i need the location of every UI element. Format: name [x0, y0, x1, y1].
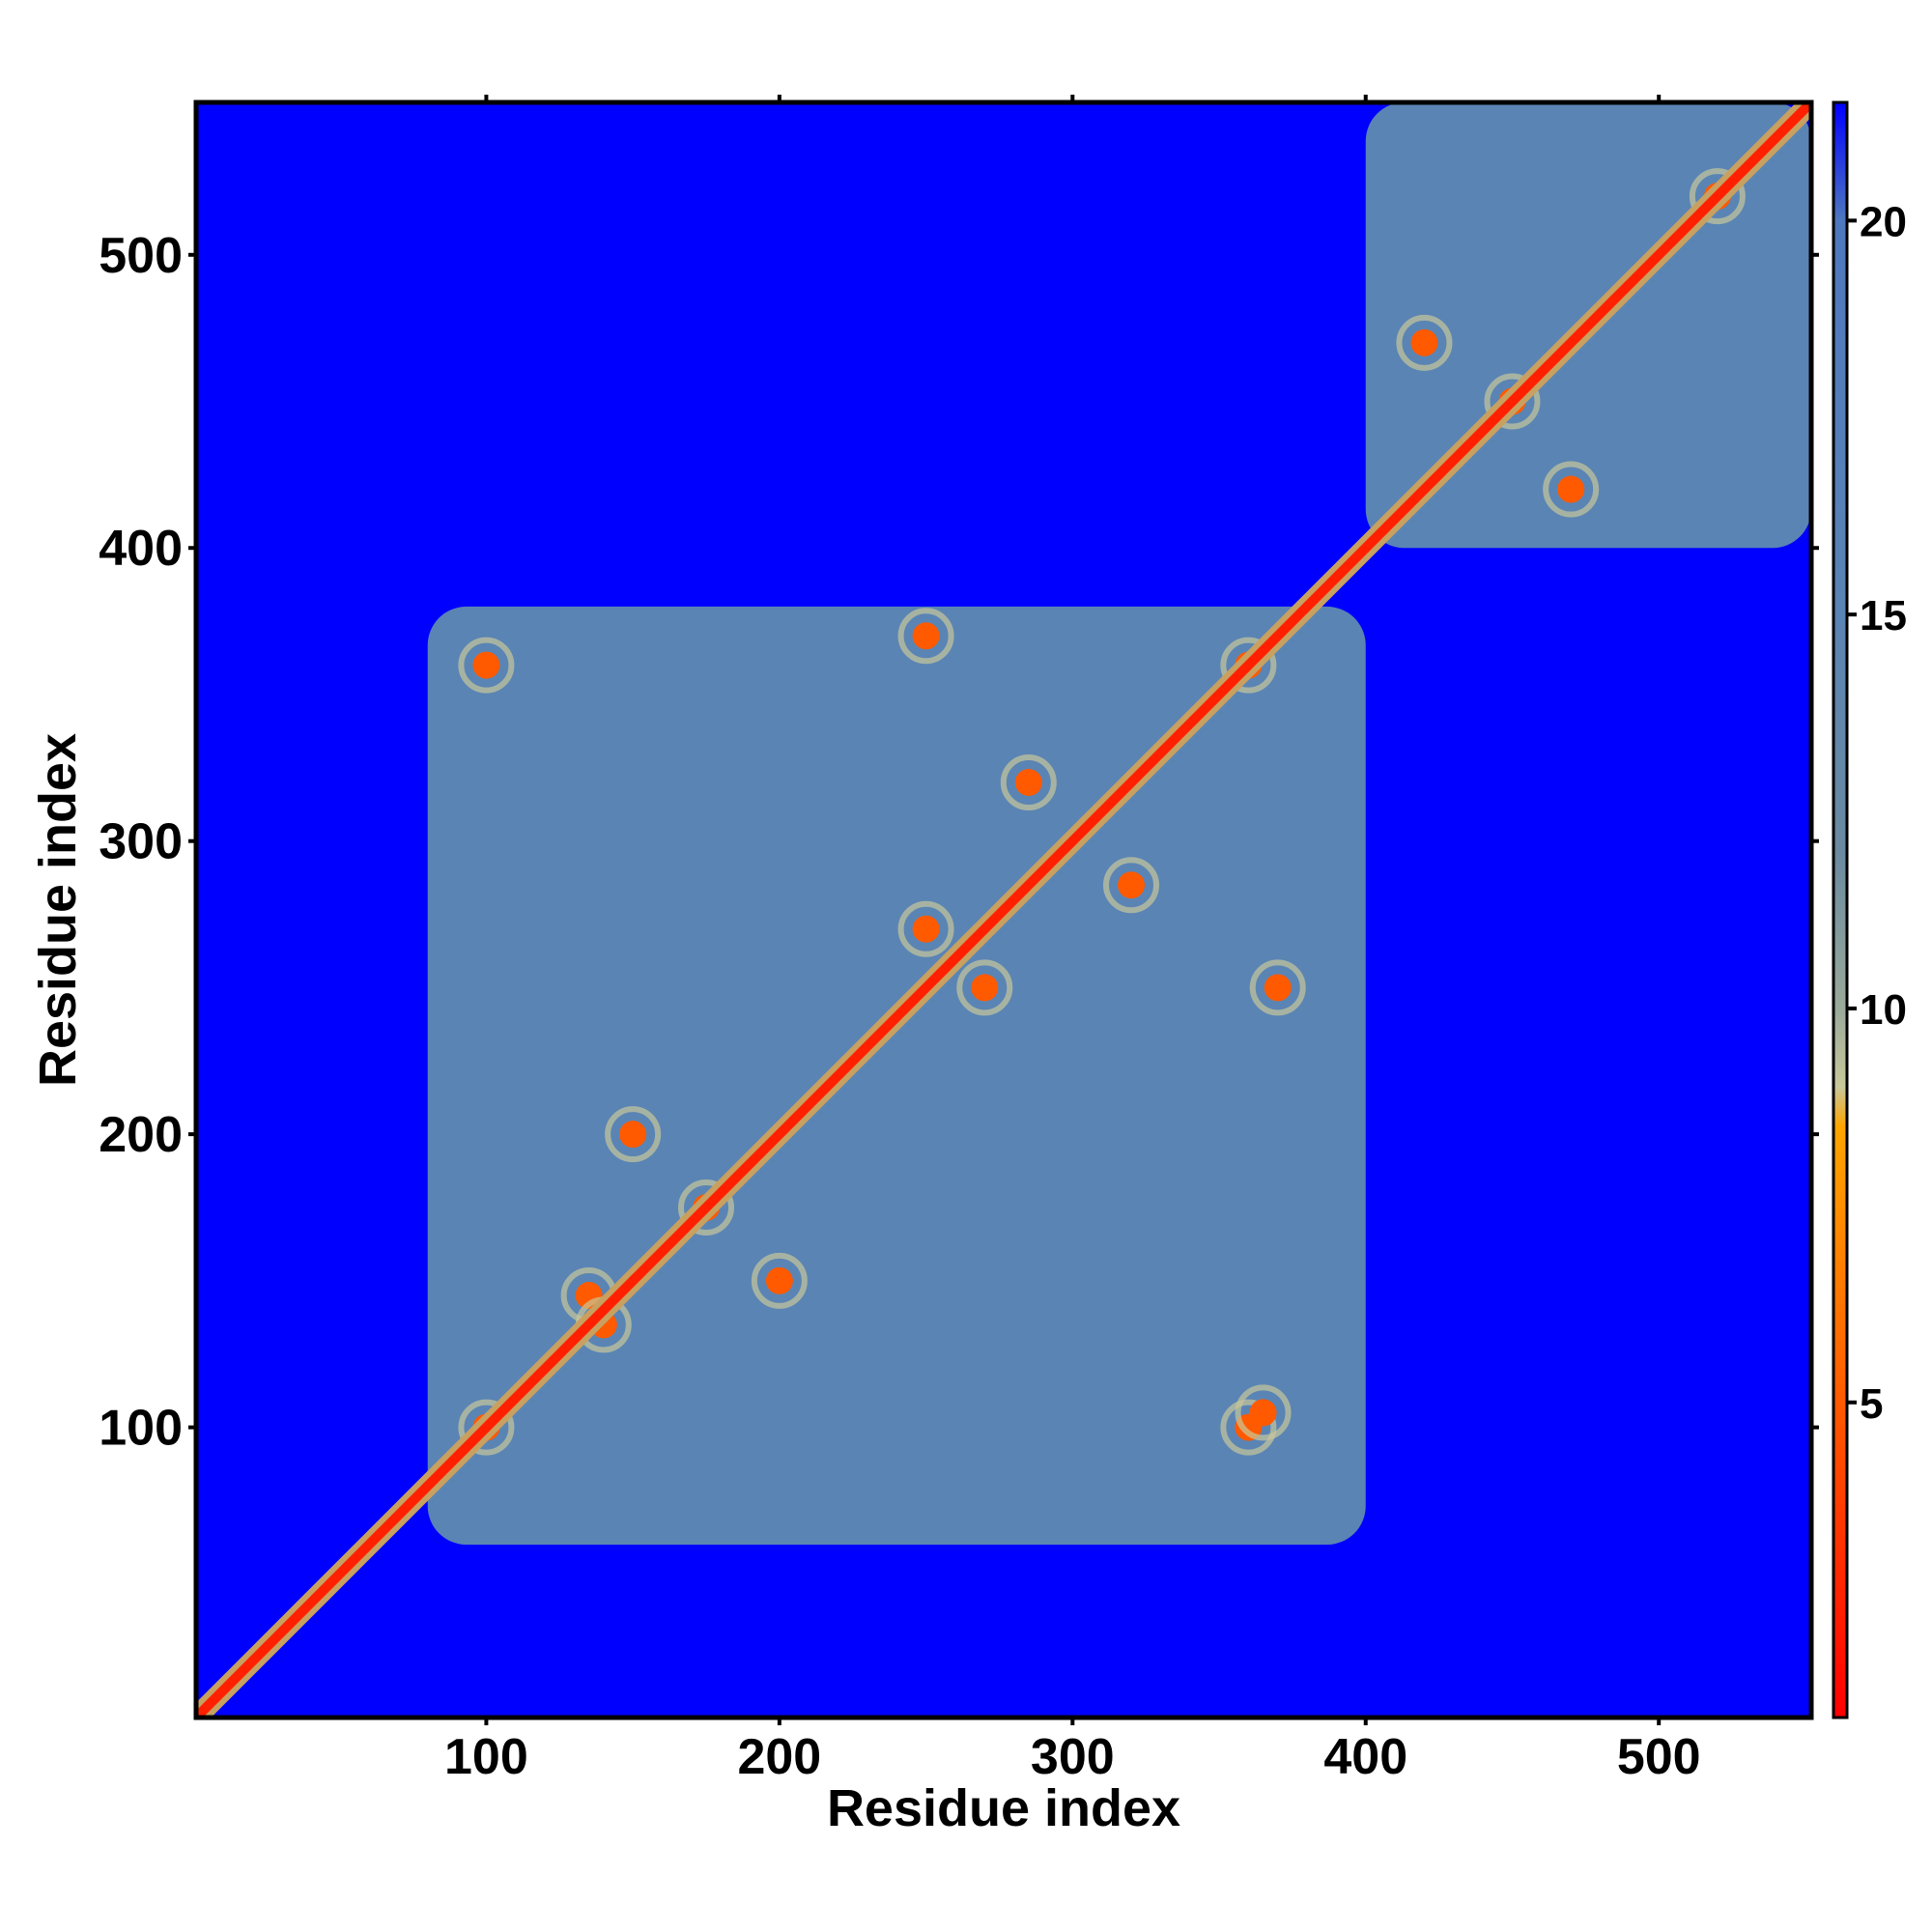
- heatmap-contact-halo: [1000, 754, 1057, 810]
- heatmap-contact: [1557, 475, 1585, 503]
- colorbar-tick-label: 10: [1860, 986, 1907, 1034]
- heatmap-contact-halo: [1220, 637, 1277, 694]
- heatmap-contact-halo: [897, 608, 954, 665]
- heatmap-contact-halo: [1249, 959, 1306, 1016]
- heatmap-contact-halo: [1689, 168, 1746, 225]
- colorbar-tick-label: 20: [1860, 198, 1907, 245]
- x-tick-label: 100: [444, 1729, 528, 1785]
- heatmap-contact-halo: [458, 637, 515, 694]
- x-tick-label: 300: [1031, 1729, 1115, 1785]
- x-tick-label: 500: [1617, 1729, 1701, 1785]
- y-tick-label: 300: [99, 814, 183, 870]
- heatmap-contact: [1118, 871, 1145, 899]
- colorbar-tick-label: 5: [1860, 1380, 1883, 1428]
- heatmap-contact-halo: [458, 1399, 515, 1456]
- heatmap-contact: [619, 1121, 647, 1149]
- x-tick-label: 400: [1323, 1729, 1407, 1785]
- colorbar-tick-label: 15: [1860, 592, 1907, 639]
- y-axis: 100 200 300 400 500: [99, 228, 1819, 1457]
- colorbar: 5 10 15 20: [1832, 100, 1907, 1719]
- heatmap-contact-halo: [605, 1106, 662, 1163]
- heatmap-contact: [912, 915, 940, 943]
- heatmap-contact: [1249, 1399, 1277, 1427]
- plot-area: [193, 99, 1814, 1720]
- heatmap-contact-halo: [897, 900, 954, 957]
- heatmap-contact-halo: [956, 959, 1013, 1016]
- heatmap-contact: [1264, 974, 1292, 1002]
- colorbar-ticks: 5 10 15 20: [1847, 198, 1907, 1428]
- heatmap-contact-halo: [678, 1179, 734, 1236]
- heatmap-contact-halo: [1396, 314, 1453, 371]
- y-tick-label: 400: [99, 521, 183, 577]
- diagonal-line: [196, 102, 1811, 1718]
- heatmap-contact-halo: [1235, 1384, 1292, 1441]
- heatmap-contact: [765, 1266, 793, 1294]
- y-tick-label: 500: [99, 228, 183, 284]
- heatmap-contact-halo: [1103, 857, 1159, 914]
- colorbar-bar: [1832, 100, 1849, 1719]
- heatmap-contact-halo: [751, 1252, 808, 1309]
- heatmap-contact: [971, 974, 999, 1002]
- heatmap-diagonal: [196, 102, 1811, 1718]
- y-axis-title: Residue index: [29, 733, 87, 1087]
- plot-frame: [193, 99, 1814, 1720]
- heatmap-region: [427, 606, 1366, 1545]
- heatmap-contact-halo: [1484, 373, 1541, 430]
- x-axis: 100 200 300 400 500: [444, 95, 1701, 1785]
- y-tick-label: 200: [99, 1107, 183, 1163]
- heatmap-contact-halo: [1220, 1399, 1277, 1456]
- heatmap-contact-halo: [1543, 461, 1600, 518]
- heatmap-contact: [1014, 769, 1042, 796]
- y-tick-label: 100: [99, 1401, 183, 1457]
- heatmap-contact: [912, 622, 940, 650]
- x-tick-label: 200: [737, 1729, 821, 1785]
- x-axis-title: Residue index: [827, 1779, 1180, 1837]
- heatmap-contact: [472, 651, 500, 679]
- heatmap-contact: [1410, 328, 1438, 356]
